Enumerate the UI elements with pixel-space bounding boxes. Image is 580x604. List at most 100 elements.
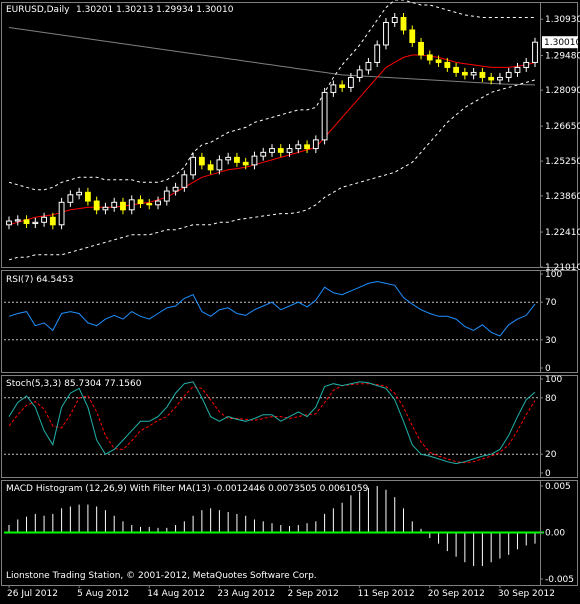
candle bbox=[58, 197, 65, 230]
candle bbox=[304, 140, 310, 154]
candle bbox=[461, 67, 468, 80]
candle-body bbox=[461, 71, 468, 76]
price-axis-tick-label: 1.22410 bbox=[545, 228, 580, 238]
price-axis-tick-label: 1.21010 bbox=[545, 263, 580, 273]
candle-body bbox=[488, 76, 495, 81]
candle bbox=[400, 12, 407, 35]
candle bbox=[479, 67, 486, 82]
candle-body bbox=[286, 148, 293, 153]
candle-body bbox=[242, 161, 249, 166]
candle-body bbox=[514, 66, 521, 73]
candle-body bbox=[181, 174, 188, 188]
candle-body bbox=[391, 16, 398, 23]
candle bbox=[409, 25, 416, 47]
candle-body bbox=[312, 139, 319, 150]
price-axis-tick-label: 1.30930 bbox=[545, 15, 580, 25]
candle bbox=[260, 147, 267, 161]
candle bbox=[505, 67, 512, 82]
copyright-text: Lionstone Trading Station, © 2001-2012, … bbox=[6, 571, 317, 581]
stoch-axis-tick-label: 20 bbox=[545, 450, 557, 460]
candle-body bbox=[295, 144, 302, 150]
candle bbox=[23, 215, 30, 229]
date-tick-label: 20 Sep 2012 bbox=[428, 589, 485, 599]
panel-frame-main bbox=[1, 2, 578, 268]
candle-body bbox=[470, 71, 477, 76]
candle bbox=[347, 72, 354, 92]
date-tick-label: 14 Aug 2012 bbox=[147, 589, 205, 599]
candle bbox=[242, 157, 249, 170]
candle-body bbox=[400, 16, 407, 31]
candle bbox=[374, 40, 381, 67]
candle-body bbox=[260, 151, 267, 157]
candle-body bbox=[304, 144, 310, 150]
candle bbox=[207, 160, 214, 175]
candle-body bbox=[497, 76, 503, 81]
candle-body bbox=[23, 219, 30, 225]
price-axis-tick-label: 1.26650 bbox=[545, 122, 580, 132]
candle-body bbox=[6, 220, 12, 226]
date-tick-label: 30 Sep 2012 bbox=[498, 589, 555, 599]
bollinger-upper-band bbox=[8, 0, 535, 191]
price-axis-tick-label: 1.28090 bbox=[545, 86, 580, 96]
candle-body bbox=[251, 155, 258, 166]
date-tick-label: 26 Jul 2012 bbox=[7, 589, 58, 599]
candle bbox=[497, 72, 503, 85]
rsi-axis-tick-label: 70 bbox=[545, 298, 557, 308]
candle bbox=[128, 195, 135, 215]
macd-axis-tick-label: 0.005 bbox=[545, 482, 571, 492]
candle bbox=[190, 152, 197, 180]
rsi-axis-tick-label: 30 bbox=[545, 336, 557, 346]
candle bbox=[41, 212, 47, 227]
candle-body bbox=[321, 91, 328, 141]
candle bbox=[365, 57, 372, 75]
date-tick-label: 23 Aug 2012 bbox=[217, 589, 275, 599]
candle-body bbox=[155, 200, 161, 206]
candle-body bbox=[234, 156, 240, 163]
candle bbox=[391, 12, 398, 27]
candle bbox=[216, 155, 223, 175]
candle bbox=[277, 144, 284, 157]
candle-body bbox=[374, 44, 381, 63]
macd-histogram-bars bbox=[4, 486, 544, 566]
candle-body bbox=[409, 29, 416, 43]
stoch-signal-line bbox=[8, 383, 536, 464]
macd-axis-tick-label: -0.005 bbox=[545, 575, 574, 585]
candle-body bbox=[128, 199, 135, 211]
candle bbox=[198, 152, 205, 170]
candle-body bbox=[32, 221, 39, 225]
rsi-axis-tick-label: 0 bbox=[545, 364, 551, 374]
panel-frame-rsi bbox=[1, 270, 578, 373]
candle bbox=[514, 62, 521, 77]
candle bbox=[102, 202, 109, 215]
price-axis-tick-label: 1.29480 bbox=[545, 51, 580, 61]
candle-body bbox=[14, 219, 21, 222]
candle bbox=[286, 144, 293, 157]
stoch-axis-tick-label: 100 bbox=[545, 375, 562, 385]
candle bbox=[426, 50, 433, 65]
candle bbox=[470, 67, 477, 80]
rsi-axis-tick-label: 100 bbox=[545, 270, 562, 280]
candle-body bbox=[41, 216, 47, 223]
candle bbox=[111, 197, 118, 212]
candle bbox=[137, 195, 144, 209]
candle bbox=[295, 140, 302, 154]
stochastic-panel[interactable]: Stoch(5,3,3) 85.7304 77.1560 100 80 20 0 bbox=[4, 375, 562, 479]
date-tick-label: 11 Sep 2012 bbox=[358, 589, 415, 599]
price-panel[interactable]: EURUSD,Daily 1.30201 1.30213 1.29934 1.3… bbox=[6, 0, 580, 273]
candle-body bbox=[523, 61, 530, 68]
price-candles bbox=[6, 12, 538, 230]
candle bbox=[163, 186, 170, 206]
candle bbox=[251, 151, 258, 170]
candle-body bbox=[58, 201, 65, 226]
rsi-title: RSI(7) 64.5453 bbox=[6, 275, 73, 285]
candle-body bbox=[216, 159, 223, 171]
candle bbox=[84, 187, 91, 206]
candle-body bbox=[84, 191, 91, 202]
macd-axis-ticks: 0.005 0.00 -0.005 bbox=[540, 482, 574, 585]
candle bbox=[146, 199, 153, 210]
panel-frame-stoch bbox=[1, 375, 578, 478]
candle-body bbox=[172, 186, 179, 192]
rsi-panel[interactable]: RSI(7) 64.5453 100 70 30 0 bbox=[4, 270, 562, 374]
macd-panel[interactable]: MACD Histogram (12,26,9) With Filter MA(… bbox=[4, 482, 574, 585]
